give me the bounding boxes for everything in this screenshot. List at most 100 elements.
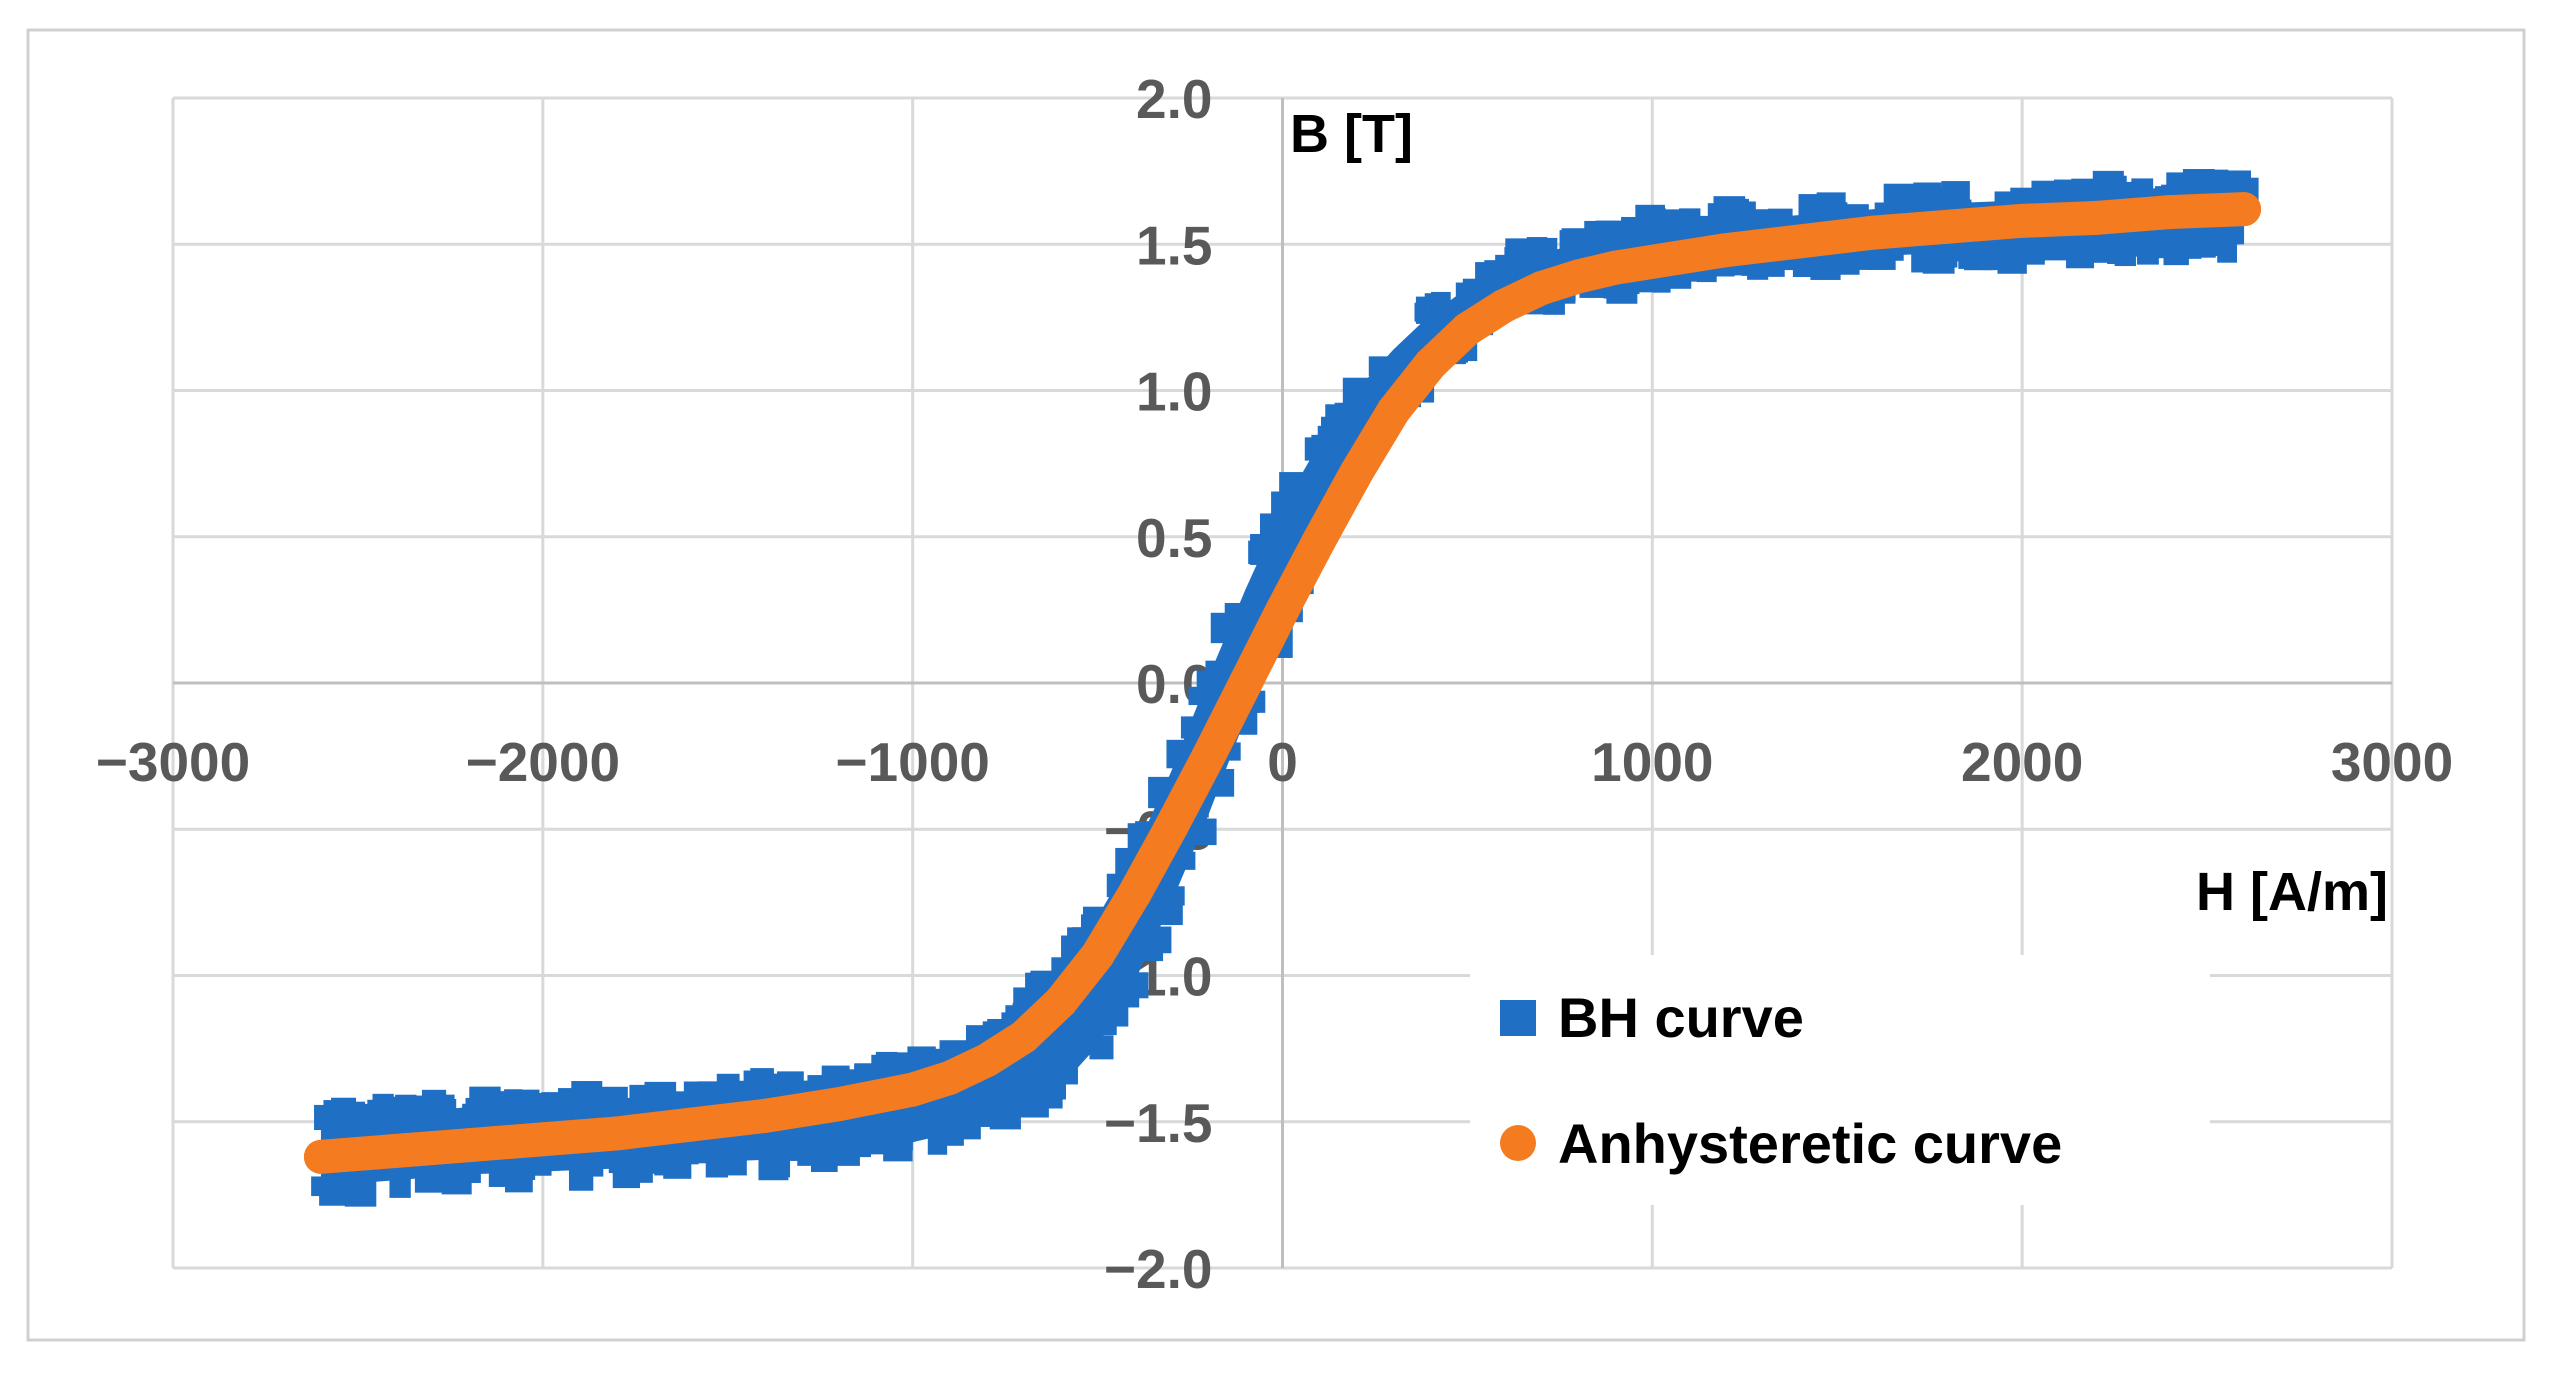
x-tick-label: 3000 <box>2331 731 2453 793</box>
bh-curve-point <box>989 1098 1021 1130</box>
bh-curve-point <box>414 1165 442 1193</box>
anhysteretic-curve-point <box>1450 312 1485 347</box>
anhysteretic-curve-point <box>895 1072 930 1107</box>
legend-label-anhysteretic: Anhysteretic curve <box>1558 1112 2062 1175</box>
x-axis-title: H [A/m] <box>2196 862 2388 922</box>
bh-curve-point <box>1250 534 1281 565</box>
anhysteretic-curve-point <box>525 1122 560 1157</box>
anhysteretic-curve-point <box>1006 1019 1041 1054</box>
axis-layer: −3000 −2000 −1000 0 1000 2000 3000−2.0−1.5−1.0… <box>96 68 2453 1300</box>
legend-box <box>1470 955 2210 1205</box>
anhysteretic-curve-point <box>1857 215 1892 250</box>
anhysteretic-curve-point <box>1524 271 1559 306</box>
anhysteretic-curve-point <box>1043 984 1078 1019</box>
y-tick-label: 0.5 <box>1136 507 1212 569</box>
anhysteretic-curve-point <box>1487 288 1522 323</box>
anhysteretic-curve-point <box>969 1043 1004 1078</box>
anhysteretic-curve-point <box>2079 200 2114 235</box>
anhysteretic-curve-point <box>747 1098 782 1133</box>
bh-curve-point <box>678 1144 699 1165</box>
x-tick-label: −2000 <box>466 731 620 793</box>
anhysteretic-curve-point <box>1413 347 1448 382</box>
anhysteretic-curve-point <box>1080 938 1115 973</box>
bh-curve-point <box>1046 1080 1066 1100</box>
anhysteretic-curve-point <box>2153 195 2188 230</box>
anhysteretic-curve-point <box>2227 192 2262 227</box>
bh-curve-point <box>1089 1035 1114 1060</box>
bh-curve-point <box>504 1089 523 1108</box>
bh-curve-point <box>1279 472 1309 502</box>
anhysteretic-curve-point <box>1709 233 1744 268</box>
x-tick-label: −3000 <box>96 731 250 793</box>
bh-curve-point <box>1595 220 1626 251</box>
anhysteretic-curve-point <box>1783 224 1818 259</box>
x-tick-label: 0 <box>1267 731 1298 793</box>
anhysteretic-curve-point <box>451 1128 486 1163</box>
bh-curve-point <box>1368 356 1389 377</box>
bh-curve-point <box>1334 402 1355 424</box>
bh-curve-point <box>1205 660 1224 680</box>
anhysteretic-curve-point <box>1265 592 1300 627</box>
bh-curve-point <box>1165 886 1185 906</box>
bh-curve-point <box>1224 602 1250 629</box>
bh-curve-point <box>2217 242 2238 263</box>
anhysteretic-curve-point <box>821 1087 856 1122</box>
anhysteretic-curve-point <box>932 1060 967 1095</box>
legend-label-bh-curve: BH curve <box>1558 986 1804 1049</box>
anhysteretic-curve-point <box>303 1139 338 1174</box>
anhysteretic-curve-point <box>1635 244 1670 279</box>
bh-curve-point <box>1342 377 1370 405</box>
bh-curve-point <box>1057 1063 1078 1085</box>
bh-curve-point <box>1259 513 1283 536</box>
bh-curve-point <box>1725 201 1756 232</box>
bh-curve-point <box>434 1098 457 1121</box>
y-tick-label: 1.5 <box>1136 214 1212 276</box>
bh-curve-point <box>1931 241 1958 268</box>
legend-marker-anhysteretic <box>1500 1125 1536 1161</box>
bh-curve-point <box>531 1155 552 1176</box>
bh-curve-point <box>961 1120 981 1140</box>
bh-curve-point <box>1431 291 1451 312</box>
anhysteretic-curve-point <box>1117 876 1152 911</box>
anhysteretic-curve-point <box>1228 666 1263 700</box>
x-tick-label: 2000 <box>1961 731 2083 793</box>
anhysteretic-curve-point <box>1302 522 1337 557</box>
anhysteretic-curve-point <box>1191 739 1226 774</box>
bh-curve-point <box>1528 237 1558 268</box>
bh-curve-point <box>513 1158 536 1180</box>
anhysteretic-curve-point <box>673 1107 708 1142</box>
anhysteretic-curve-point <box>1598 250 1633 285</box>
anhysteretic-curve-point <box>377 1134 412 1168</box>
legend-marker-bh-curve <box>1500 1000 1536 1036</box>
anhysteretic-curve-point <box>1376 393 1411 428</box>
legend: BH curve Anhysteretic curve <box>1470 955 2210 1205</box>
bh-curve-point <box>965 1025 989 1048</box>
anhysteretic-curve-point <box>1931 209 1966 244</box>
y-tick-label: −2.0 <box>1104 1238 1213 1300</box>
bh-curve-point <box>1177 851 1196 870</box>
anhysteretic-curve-point <box>1561 259 1596 294</box>
anhysteretic-curve-point <box>1339 455 1374 490</box>
bh-curve-point <box>1180 716 1204 739</box>
anhysteretic-curve-point <box>2005 203 2040 238</box>
y-tick-label: 2.0 <box>1136 68 1212 130</box>
bh-curve-point <box>1190 818 1217 846</box>
anhysteretic-curve-point <box>599 1116 634 1151</box>
bh-curve-point <box>1122 972 1149 999</box>
x-tick-label: −1000 <box>835 731 989 793</box>
anhysteretic-curve-point <box>1154 809 1189 844</box>
bh-curve-point <box>894 1131 913 1151</box>
x-tick-label: 1000 <box>1591 731 1713 793</box>
bh-curve-point <box>581 1154 604 1177</box>
bh-curve-point <box>1913 182 1942 211</box>
y-tick-label: 1.0 <box>1136 361 1212 423</box>
bh-curve-point <box>344 1175 377 1207</box>
y-tick-label: −1.5 <box>1104 1092 1213 1154</box>
bh-curve-point <box>1144 926 1172 954</box>
y-axis-title: B [T] <box>1290 104 1413 164</box>
bh-curve-point <box>720 1149 747 1176</box>
bh-curve-point <box>602 1086 628 1113</box>
label-layer: B [T] H [A/m] <box>1290 104 2388 922</box>
